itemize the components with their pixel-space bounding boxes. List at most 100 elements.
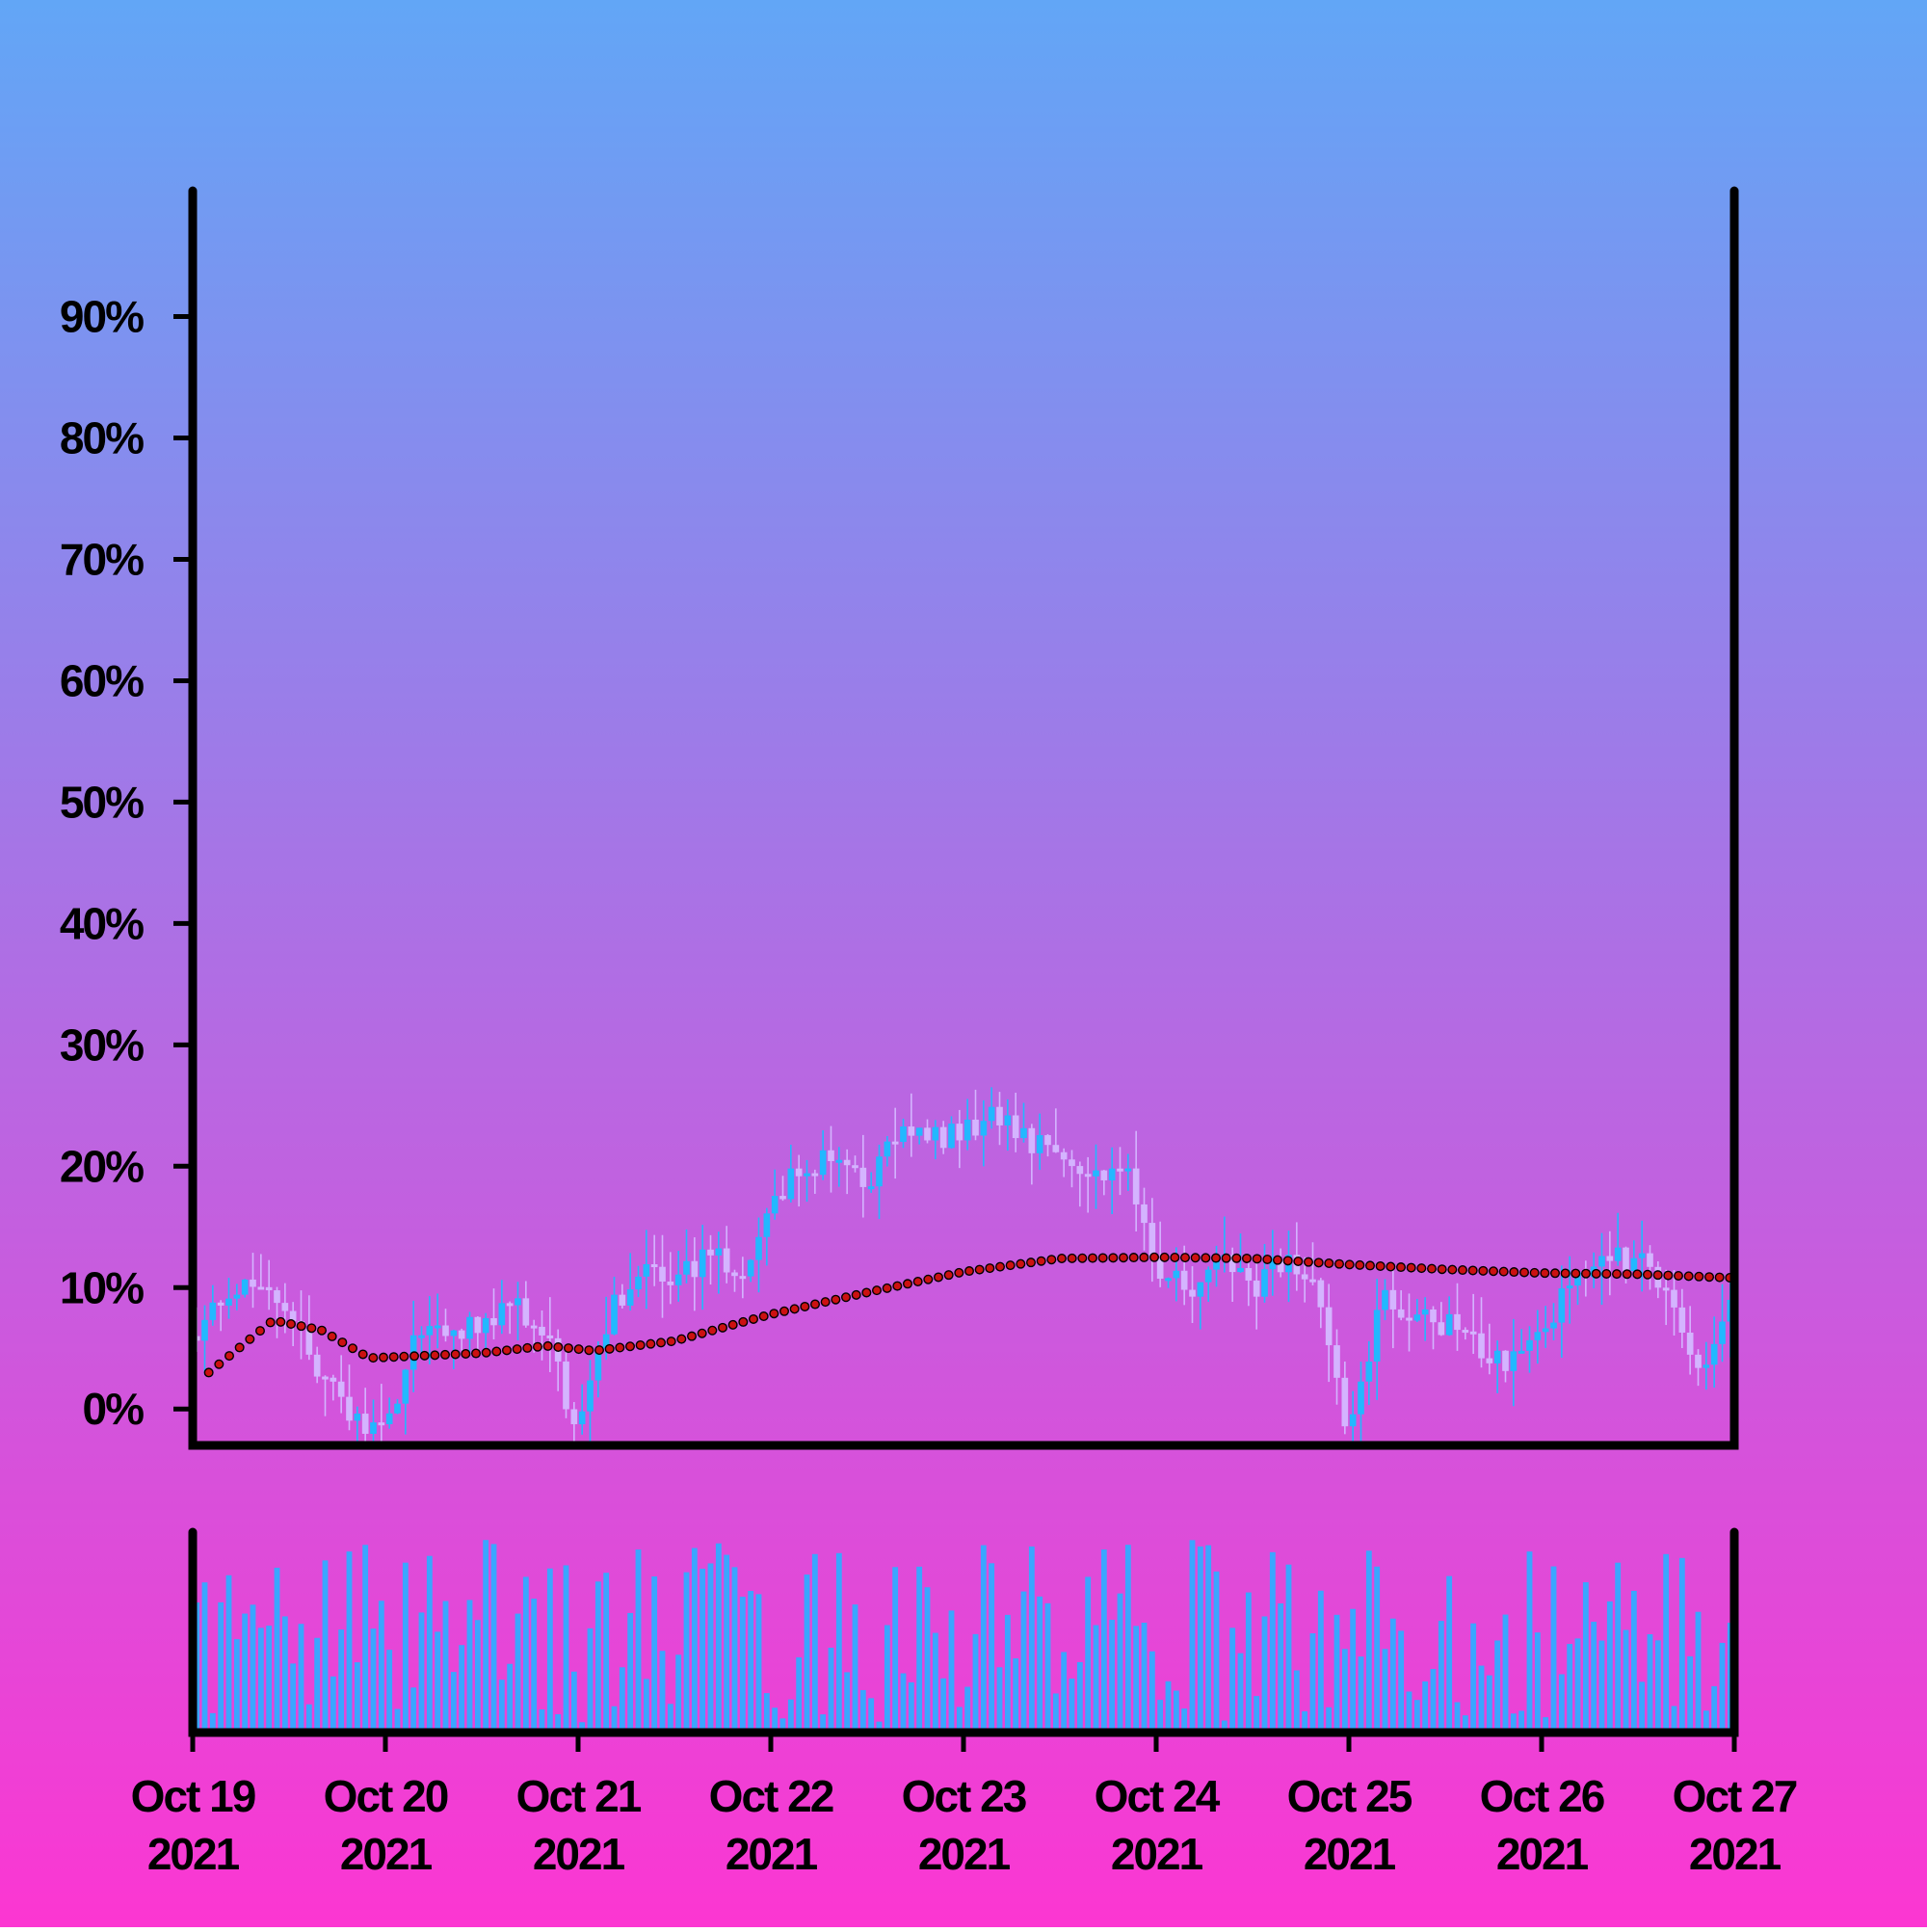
x-tick-label-date: Oct 24	[1095, 1771, 1221, 1821]
candle	[402, 1368, 409, 1435]
volume-bar	[980, 1545, 987, 1730]
volume-bar	[370, 1628, 377, 1730]
volume-bar	[1719, 1642, 1726, 1730]
candle	[1069, 1150, 1075, 1188]
moving-average-point	[1386, 1261, 1396, 1272]
candle	[964, 1098, 971, 1151]
y-tick-label: 30%	[60, 1019, 144, 1070]
moving-average-point	[1663, 1270, 1674, 1281]
volume-bar	[1711, 1685, 1718, 1730]
candle-body	[811, 1173, 819, 1177]
candle-body	[876, 1156, 883, 1187]
candle	[715, 1231, 723, 1294]
candle-body	[1325, 1307, 1333, 1346]
volume-bar	[1591, 1622, 1597, 1730]
volume-bar	[989, 1563, 995, 1730]
candle-body	[322, 1376, 329, 1380]
candle	[385, 1397, 393, 1429]
candle-body	[1703, 1364, 1710, 1368]
volume-bar	[724, 1554, 730, 1730]
volume-bar	[242, 1613, 249, 1730]
candle-body	[1493, 1350, 1501, 1363]
moving-average-point	[985, 1263, 995, 1274]
volume-bar	[587, 1628, 594, 1730]
moving-average-point	[789, 1304, 800, 1314]
volume-bar	[1341, 1649, 1348, 1730]
candle	[1493, 1340, 1501, 1393]
candle-body	[1486, 1358, 1493, 1363]
y-tick-label: 60%	[60, 655, 144, 705]
volume-bar	[1317, 1590, 1324, 1730]
moving-average-point	[923, 1274, 934, 1284]
candle-body	[337, 1381, 345, 1397]
volume-bar	[314, 1637, 321, 1730]
volume-bar	[1237, 1653, 1244, 1730]
candle	[570, 1402, 578, 1444]
moving-average-point	[656, 1337, 667, 1348]
volume-bar	[1165, 1681, 1172, 1730]
candle-body	[1462, 1330, 1469, 1334]
volume-bar	[852, 1604, 858, 1730]
moving-average-point	[1518, 1267, 1529, 1278]
volume-bar	[257, 1628, 264, 1730]
candle	[1052, 1108, 1060, 1153]
volume-bar	[892, 1567, 899, 1730]
candle-body	[1277, 1259, 1284, 1273]
candle-body	[1076, 1166, 1084, 1175]
x-tick-label-date: Oct 25	[1287, 1771, 1412, 1821]
volume-bar	[844, 1672, 851, 1730]
candle	[811, 1169, 819, 1194]
candle-body	[1574, 1272, 1581, 1286]
moving-average-point	[1571, 1268, 1581, 1279]
volume-bar	[908, 1681, 914, 1730]
candle	[1165, 1277, 1172, 1288]
moving-average-point	[379, 1352, 389, 1363]
volume-bar	[1422, 1681, 1429, 1730]
volume-bar	[683, 1572, 690, 1730]
volume-bar	[250, 1604, 256, 1730]
moving-average-point	[1488, 1266, 1498, 1277]
candle-body	[707, 1249, 714, 1256]
candle	[1100, 1170, 1108, 1196]
candlestick-series	[193, 1087, 1734, 1445]
volume-bar	[555, 1714, 562, 1730]
candle	[1141, 1187, 1148, 1251]
candle-body	[1165, 1278, 1172, 1282]
y-tick-label: 50%	[60, 777, 144, 827]
volume-bar	[763, 1693, 770, 1730]
volume-bar	[748, 1591, 754, 1730]
candle	[1148, 1198, 1156, 1283]
moving-average-point	[1046, 1255, 1057, 1265]
volume-bar	[835, 1552, 842, 1730]
volume-bar	[1245, 1592, 1252, 1730]
moving-average-point	[1097, 1253, 1108, 1263]
volume-bar	[1044, 1602, 1051, 1730]
x-tick-label-date: Oct 26	[1480, 1771, 1604, 1821]
volume-bar	[539, 1709, 545, 1730]
volume-bar	[1687, 1655, 1694, 1730]
candle	[370, 1399, 377, 1443]
volume-bar	[378, 1601, 384, 1730]
candle	[1686, 1306, 1694, 1375]
candle-body	[739, 1276, 747, 1280]
volume-bar	[996, 1667, 1003, 1730]
volume-bar	[362, 1545, 369, 1730]
volume-bar	[731, 1567, 738, 1730]
volume-bar	[715, 1543, 722, 1730]
x-tick-label-year: 2021	[726, 1829, 818, 1879]
candle-body	[819, 1150, 827, 1176]
volume-bar	[1582, 1582, 1589, 1730]
candle	[466, 1311, 473, 1356]
volume-bar	[418, 1612, 425, 1730]
candle	[1510, 1318, 1518, 1407]
candle-body	[1093, 1170, 1099, 1177]
y-tick-label: 90%	[60, 292, 144, 342]
moving-average-point	[1303, 1257, 1313, 1267]
volume-bar	[354, 1662, 360, 1730]
candle-body	[498, 1303, 506, 1326]
candle-body	[619, 1294, 626, 1306]
candle	[563, 1344, 569, 1418]
candle-body	[843, 1159, 851, 1166]
candle	[281, 1283, 289, 1334]
volume-bar	[1623, 1629, 1629, 1730]
